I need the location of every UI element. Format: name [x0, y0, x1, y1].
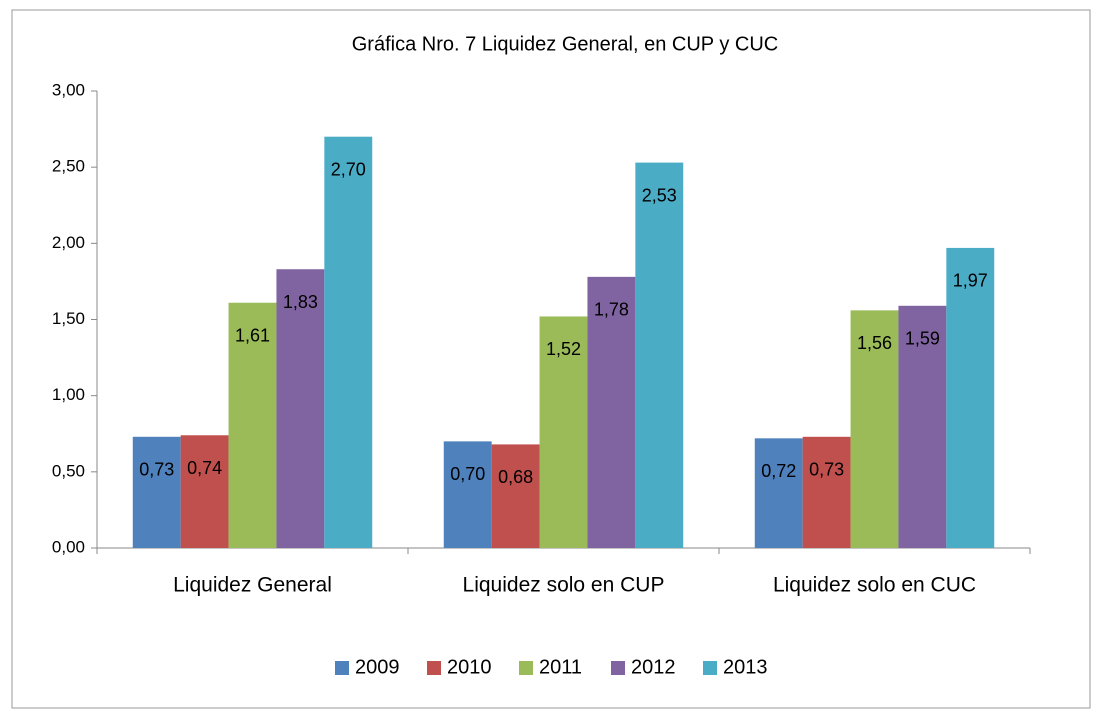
data-label: 1,83 — [283, 292, 318, 312]
chart-title: Gráfica Nro. 7 Liquidez General, en CUP … — [352, 33, 778, 55]
data-label: 1,52 — [546, 339, 581, 359]
data-label: 1,61 — [235, 325, 270, 345]
bar — [324, 136, 373, 548]
y-tick-label: 0,00 — [52, 537, 85, 556]
data-label: 2,53 — [642, 185, 677, 205]
legend-label: 2009 — [355, 656, 400, 678]
data-label: 1,78 — [594, 300, 629, 320]
legend-swatch — [335, 661, 349, 675]
x-tick-label: Liquidez General — [173, 574, 332, 597]
data-label: 0,68 — [498, 467, 533, 487]
bar — [850, 310, 899, 548]
y-tick-label: 2,00 — [52, 233, 85, 252]
data-label: 1,56 — [857, 333, 892, 353]
y-tick-label: 1,50 — [52, 309, 85, 328]
bar — [802, 436, 851, 548]
bar — [946, 247, 995, 549]
data-label: 2,70 — [331, 159, 366, 179]
legend-swatch — [427, 661, 441, 675]
legend-swatch — [703, 661, 717, 675]
legend-label: 2013 — [723, 656, 768, 678]
y-tick-label: 2,50 — [52, 157, 85, 176]
data-label: 0,73 — [139, 460, 174, 480]
data-label: 0,73 — [809, 460, 844, 480]
legend-swatch — [519, 661, 533, 675]
data-label: 0,74 — [187, 458, 222, 478]
x-tick-label: Liquidez solo en CUC — [773, 574, 976, 597]
legend-swatch — [611, 661, 625, 675]
bar — [587, 276, 636, 548]
legend-label: 2010 — [447, 656, 492, 678]
bar — [539, 316, 588, 548]
bar — [276, 269, 325, 548]
data-label: 0,70 — [450, 464, 485, 484]
bar — [491, 444, 540, 548]
y-tick-label: 0,50 — [52, 461, 85, 480]
legend-label: 2012 — [631, 656, 676, 678]
y-tick-label: 1,00 — [52, 385, 85, 404]
legend-label: 2011 — [539, 656, 582, 678]
data-label: 1,97 — [953, 271, 988, 291]
x-tick-label: Liquidez solo en CUP — [463, 574, 665, 597]
bar — [754, 438, 803, 548]
bar — [132, 436, 181, 548]
y-tick-label: 3,00 — [52, 80, 85, 99]
data-label: 1,59 — [905, 329, 940, 349]
bar — [228, 302, 277, 548]
bar — [635, 162, 684, 548]
data-label: 0,72 — [761, 461, 796, 481]
bar — [898, 305, 947, 548]
bar — [180, 435, 229, 548]
bar — [443, 441, 492, 548]
